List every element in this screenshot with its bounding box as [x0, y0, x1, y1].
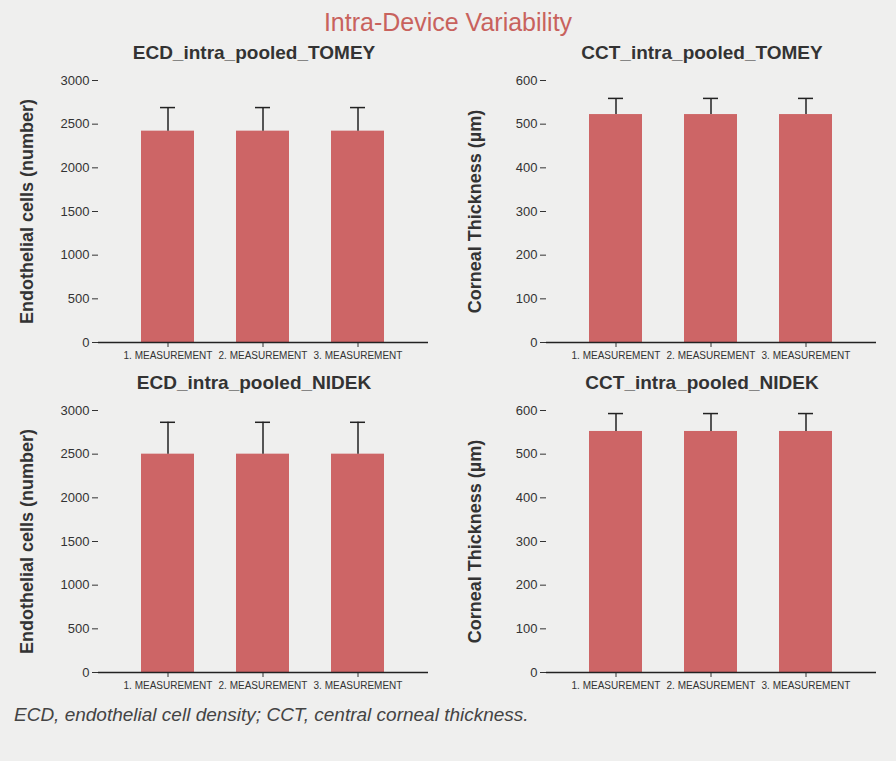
svg-text:3000: 3000	[61, 73, 90, 88]
html-text:ECD_intra_pooled_TOMEY: ECD_intra_pooled_TOMEY	[132, 42, 376, 63]
svg-text:100: 100	[516, 291, 538, 306]
svg-text:2. MEASUREMENT: 2. MEASUREMENT	[219, 350, 308, 361]
svg-text:400: 400	[516, 160, 538, 175]
html-text:Intra-Device Variability: Intra-Device Variability	[323, 8, 573, 36]
svg-text:3000: 3000	[61, 403, 90, 418]
svg-text:400: 400	[516, 490, 538, 505]
svg-text:Corneal Thickness (µm): Corneal Thickness (µm)	[465, 110, 485, 313]
svg-text:Endothelial cells (number): Endothelial cells (number)	[17, 429, 37, 654]
svg-text:500: 500	[516, 446, 538, 461]
svg-text:500: 500	[516, 116, 538, 131]
svg-text:0: 0	[82, 335, 89, 350]
svg-text:200: 200	[516, 247, 538, 262]
svg-text:3. MEASUREMENT: 3. MEASUREMENT	[762, 680, 851, 691]
html-text:ECD, endothelial cell density;: ECD, endothelial cell density; CCT, cent…	[14, 704, 529, 725]
svg-text:1500: 1500	[61, 204, 90, 219]
svg-text:3. MEASUREMENT: 3. MEASUREMENT	[314, 350, 403, 361]
svg-text:300: 300	[516, 204, 538, 219]
html-text:ECD_intra_pooled_NIDEK: ECD_intra_pooled_NIDEK	[136, 372, 372, 393]
svg-text:500: 500	[68, 621, 90, 636]
svg-text:1. MEASUREMENT: 1. MEASUREMENT	[124, 350, 213, 361]
svg-text:2000: 2000	[61, 160, 90, 175]
svg-text:2500: 2500	[61, 116, 90, 131]
svg-text:1500: 1500	[61, 534, 90, 549]
html-text:CCT_intra_pooled_NIDEK: CCT_intra_pooled_NIDEK	[585, 372, 819, 393]
svg-text:500: 500	[68, 291, 90, 306]
svg-text:1000: 1000	[61, 577, 90, 592]
svg-text:1. MEASUREMENT: 1. MEASUREMENT	[572, 680, 661, 691]
svg-text:2500: 2500	[61, 446, 90, 461]
svg-text:3. MEASUREMENT: 3. MEASUREMENT	[762, 350, 851, 361]
html-text:CCT_intra_pooled_TOMEY: CCT_intra_pooled_TOMEY	[581, 42, 823, 63]
svg-text:Corneal Thickness (µm): Corneal Thickness (µm)	[465, 440, 485, 643]
svg-text:0: 0	[530, 665, 537, 680]
svg-text:300: 300	[516, 534, 538, 549]
svg-text:Endothelial cells (number): Endothelial cells (number)	[17, 99, 37, 324]
svg-text:600: 600	[516, 73, 538, 88]
svg-text:0: 0	[530, 335, 537, 350]
svg-text:1. MEASUREMENT: 1. MEASUREMENT	[572, 350, 661, 361]
svg-text:2. MEASUREMENT: 2. MEASUREMENT	[667, 350, 756, 361]
svg-text:1000: 1000	[61, 247, 90, 262]
svg-text:2. MEASUREMENT: 2. MEASUREMENT	[667, 680, 756, 691]
svg-text:1. MEASUREMENT: 1. MEASUREMENT	[124, 680, 213, 691]
svg-text:600: 600	[516, 403, 538, 418]
svg-text:100: 100	[516, 621, 538, 636]
svg-text:0: 0	[82, 665, 89, 680]
svg-text:2. MEASUREMENT: 2. MEASUREMENT	[219, 680, 308, 691]
svg-text:2000: 2000	[61, 490, 90, 505]
svg-text:200: 200	[516, 577, 538, 592]
svg-text:3. MEASUREMENT: 3. MEASUREMENT	[314, 680, 403, 691]
